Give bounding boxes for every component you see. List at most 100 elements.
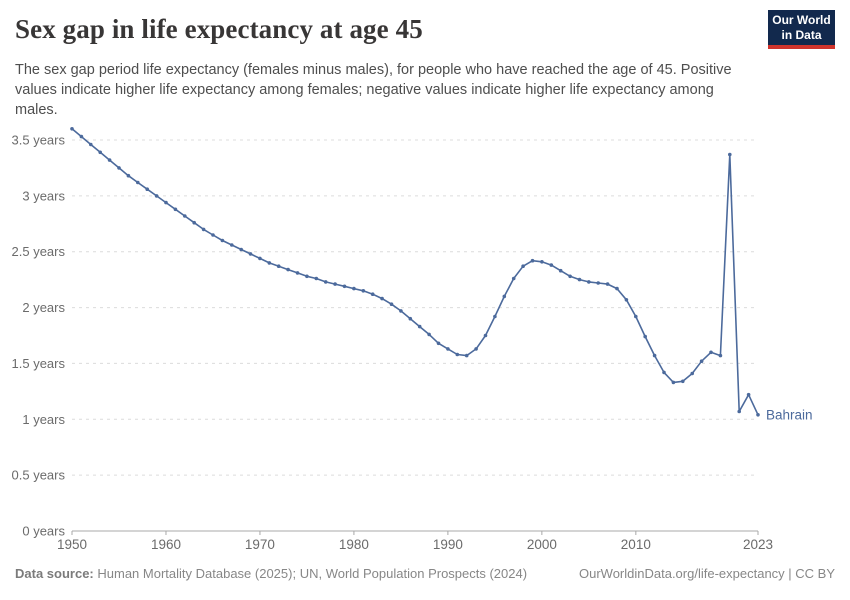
data-point[interactable] (746, 392, 751, 397)
data-point[interactable] (98, 150, 102, 155)
series-label-bahrain[interactable]: Bahrain (766, 407, 813, 422)
data-point[interactable] (258, 256, 262, 261)
data-point[interactable] (276, 264, 281, 269)
data-point[interactable] (192, 220, 196, 225)
data-point[interactable] (483, 333, 488, 338)
data-point[interactable] (361, 289, 366, 293)
data-point[interactable] (417, 324, 422, 329)
data-point[interactable] (671, 380, 676, 385)
data-point[interactable] (728, 152, 732, 157)
data-point[interactable] (718, 353, 723, 358)
data-point[interactable] (370, 292, 375, 297)
y-axis-tick-label: 1.5 years (12, 356, 66, 371)
data-point[interactable] (577, 277, 582, 282)
data-point[interactable] (211, 233, 215, 237)
x-axis-tick-label: 1990 (433, 537, 463, 552)
data-point[interactable] (662, 370, 666, 375)
data-point[interactable] (154, 194, 159, 198)
owid-logo[interactable]: Our World in Data (768, 10, 835, 49)
data-point[interactable] (136, 180, 140, 185)
data-point[interactable] (286, 267, 290, 272)
data-point[interactable] (323, 280, 328, 284)
data-point[interactable] (464, 353, 469, 358)
data-point[interactable] (183, 214, 187, 218)
data-point[interactable] (474, 347, 478, 351)
y-axis-tick-label: 0.5 years (12, 468, 66, 483)
x-axis-tick-label: 1960 (151, 537, 181, 552)
data-point[interactable] (399, 309, 403, 313)
data-point[interactable] (455, 352, 460, 357)
data-point[interactable] (117, 166, 121, 170)
data-point[interactable] (342, 284, 347, 289)
y-axis-tick-label: 0 years (22, 524, 65, 539)
data-point[interactable] (220, 238, 225, 243)
data-point[interactable] (230, 243, 234, 247)
y-axis-tick-label: 3 years (22, 188, 65, 203)
data-point[interactable] (267, 261, 272, 265)
data-point[interactable] (352, 286, 356, 291)
data-point[interactable] (380, 296, 384, 301)
data-point[interactable] (530, 258, 535, 263)
x-axis-tick-label: 1980 (339, 537, 369, 552)
data-point[interactable] (511, 276, 516, 281)
data-point[interactable] (145, 187, 149, 191)
data-point[interactable] (164, 200, 168, 205)
owid-logo-line2: in Data (781, 27, 822, 42)
data-point[interactable] (314, 276, 319, 281)
data-point[interactable] (248, 252, 253, 256)
data-point[interactable] (389, 302, 394, 307)
data-point[interactable] (624, 298, 629, 302)
chart-subtitle: The sex gap period life expectancy (fema… (15, 62, 732, 118)
data-point[interactable] (652, 353, 657, 358)
x-axis-tick-label: 1970 (245, 537, 275, 552)
data-point[interactable] (596, 281, 600, 285)
data-point[interactable] (408, 316, 413, 321)
y-axis-tick-label: 2 years (22, 300, 65, 315)
data-point[interactable] (333, 282, 337, 286)
data-point[interactable] (521, 264, 525, 269)
data-point[interactable] (549, 263, 554, 267)
data-point[interactable] (173, 207, 178, 212)
data-point[interactable] (126, 173, 131, 178)
footer-link[interactable]: OurWorldinData.org/life-expectancy | CC … (578, 566, 835, 581)
data-source-text: Human Mortality Database (2025); UN, Wor… (97, 566, 528, 581)
y-axis-tick-label: 1 years (22, 412, 65, 427)
data-point[interactable] (737, 409, 741, 414)
data-point[interactable] (427, 332, 431, 337)
data-point[interactable] (79, 134, 84, 139)
x-axis-tick-label: 2023 (743, 537, 773, 552)
data-point[interactable] (558, 268, 563, 273)
x-axis-tick-label: 2010 (621, 537, 651, 552)
data-point[interactable] (681, 379, 685, 384)
data-point[interactable] (690, 371, 694, 376)
data-point[interactable] (89, 142, 93, 147)
data-point[interactable] (634, 314, 638, 319)
data-point[interactable] (201, 227, 206, 232)
data-point[interactable] (568, 274, 572, 279)
x-axis-tick-label: 1950 (57, 537, 87, 552)
data-point[interactable] (605, 282, 610, 286)
data-point[interactable] (643, 334, 647, 339)
data-point[interactable] (239, 247, 243, 252)
data-point[interactable] (107, 158, 112, 162)
data-point[interactable] (70, 127, 74, 131)
data-point[interactable] (295, 271, 300, 275)
x-axis-tick-label: 2000 (527, 537, 557, 552)
y-axis-tick-label: 2.5 years (12, 244, 66, 259)
data-point[interactable] (709, 350, 713, 355)
data-point[interactable] (502, 294, 507, 299)
data-point[interactable] (446, 347, 450, 351)
data-point[interactable] (699, 359, 704, 364)
data-point[interactable] (305, 274, 309, 279)
data-point[interactable] (756, 413, 760, 417)
data-point[interactable] (587, 280, 591, 284)
data-source-label: Data source: (15, 566, 94, 581)
data-line-bahrain[interactable] (71, 128, 759, 416)
page-title: Sex gap in life expectancy at age 45 (15, 14, 423, 44)
data-point[interactable] (493, 314, 497, 319)
data-point[interactable] (615, 286, 619, 291)
data-point[interactable] (540, 260, 544, 264)
data-point[interactable] (436, 341, 441, 346)
